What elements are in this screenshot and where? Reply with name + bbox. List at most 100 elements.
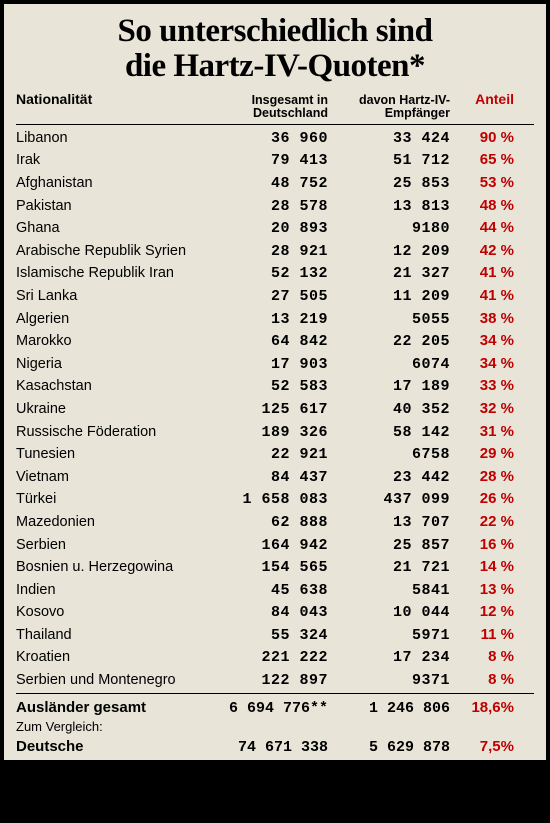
cell-recipients: 5055 — [336, 311, 456, 328]
cell-recipients: 17 189 — [336, 378, 456, 395]
cell-total: 189 326 — [216, 424, 336, 441]
cell-percent: 16 % — [456, 536, 514, 553]
cell-nationality: Marokko — [16, 333, 216, 349]
cell-recipients: 21 327 — [336, 265, 456, 282]
table-row: Marokko64 84222 20534 % — [16, 330, 534, 353]
cell-percent: 53 % — [456, 174, 514, 191]
cell-total: 27 505 — [216, 288, 336, 305]
cell-recipients: 22 205 — [336, 333, 456, 350]
cell-nationality: Algerien — [16, 311, 216, 327]
cell-total: 52 132 — [216, 265, 336, 282]
header-nationality: Nationalität — [16, 91, 216, 107]
cell-nationality: Islamische Republik Iran — [16, 265, 216, 281]
cell-nationality: Mazedonien — [16, 514, 216, 530]
table-row: Ukraine125 61740 35232 % — [16, 398, 534, 421]
cell-total: 125 617 — [216, 401, 336, 418]
cell-total: 45 638 — [216, 582, 336, 599]
germans-percent: 7,5% — [456, 738, 514, 755]
compare-label: Zum Vergleich: — [16, 718, 534, 735]
cell-percent: 12 % — [456, 603, 514, 620]
table-row: Tunesien22 921675829 % — [16, 443, 534, 466]
summary-percent: 18,6% — [456, 699, 514, 716]
table-row: Arabische Republik Syrien28 92112 20942 … — [16, 240, 534, 263]
germans-label: Deutsche — [16, 738, 216, 755]
cell-nationality: Kosovo — [16, 604, 216, 620]
cell-percent: 14 % — [456, 558, 514, 575]
table-row: Islamische Republik Iran52 13221 32741 % — [16, 262, 534, 285]
cell-total: 122 897 — [216, 672, 336, 689]
footnote: Quelle: Bundesagentur für Arbeit, Stat. … — [16, 770, 534, 823]
cell-nationality: Indien — [16, 582, 216, 598]
cell-total: 20 893 — [216, 220, 336, 237]
cell-recipients: 58 142 — [336, 424, 456, 441]
table-row: Kroatien221 22217 2348 % — [16, 646, 534, 669]
cell-nationality: Irak — [16, 152, 216, 168]
cell-percent: 8 % — [456, 671, 514, 688]
summary-label: Ausländer gesamt — [16, 699, 216, 716]
table-row: Nigeria17 903607434 % — [16, 352, 534, 375]
cell-recipients: 25 853 — [336, 175, 456, 192]
cell-recipients: 9180 — [336, 220, 456, 237]
cell-percent: 22 % — [456, 513, 514, 530]
cell-percent: 31 % — [456, 423, 514, 440]
cell-recipients: 6074 — [336, 356, 456, 373]
cell-recipients: 40 352 — [336, 401, 456, 418]
cell-percent: 34 % — [456, 355, 514, 372]
table-row: Thailand55 324597111 % — [16, 624, 534, 647]
cell-nationality: Bosnien u. Herzegowina — [16, 559, 216, 575]
summary-row-germans: Deutsche 74 671 338 5 629 878 7,5% — [16, 735, 534, 757]
cell-total: 62 888 — [216, 514, 336, 531]
cell-percent: 38 % — [456, 310, 514, 327]
title-line-2: die Hartz-IV-Quoten* — [125, 48, 425, 84]
cell-percent: 90 % — [456, 129, 514, 146]
footnote-line-2: Auswahl von Nationalitäten mit hohem Ant… — [16, 784, 503, 796]
cell-total: 28 921 — [216, 243, 336, 260]
table-row: Türkei1 658 083437 09926 % — [16, 488, 534, 511]
table-row: Vietnam84 43723 44228 % — [16, 465, 534, 488]
table-row: Sri Lanka27 50511 20941 % — [16, 285, 534, 308]
table-body: Libanon36 96033 42490 %Irak79 41351 7126… — [16, 127, 534, 692]
cell-recipients: 13 813 — [336, 198, 456, 215]
summary-total: 6 694 776** — [216, 700, 336, 717]
header-recipients: davon Hartz-IV-Empfänger — [336, 94, 456, 120]
cell-nationality: Türkei — [16, 491, 216, 507]
cell-total: 84 043 — [216, 604, 336, 621]
cell-percent: 41 % — [456, 264, 514, 281]
cell-recipients: 23 442 — [336, 469, 456, 486]
cell-nationality: Ukraine — [16, 401, 216, 417]
table-row: Serbien und Montenegro122 89793718 % — [16, 669, 534, 692]
table-row: Indien45 638584113 % — [16, 578, 534, 601]
cell-total: 79 413 — [216, 152, 336, 169]
germans-recipients: 5 629 878 — [336, 739, 456, 756]
cell-percent: 33 % — [456, 377, 514, 394]
cell-recipients: 33 424 — [336, 130, 456, 147]
cell-recipients: 5971 — [336, 627, 456, 644]
cell-recipients: 13 707 — [336, 514, 456, 531]
cell-nationality: Nigeria — [16, 356, 216, 372]
cell-recipients: 9371 — [336, 672, 456, 689]
cell-total: 17 903 — [216, 356, 336, 373]
cell-nationality: Sri Lanka — [16, 288, 216, 304]
footnote-line-1: Quelle: Bundesagentur für Arbeit, Stat. … — [16, 770, 273, 782]
cell-nationality: Thailand — [16, 627, 216, 643]
cell-percent: 44 % — [456, 219, 514, 236]
table-row: Libanon36 96033 42490 % — [16, 127, 534, 150]
cell-recipients: 17 234 — [336, 649, 456, 666]
cell-recipients: 10 044 — [336, 604, 456, 621]
cell-recipients: 21 721 — [336, 559, 456, 576]
header-percent: Anteil — [456, 91, 514, 107]
cell-recipients: 11 209 — [336, 288, 456, 305]
table-row: Pakistan28 57813 81348 % — [16, 194, 534, 217]
cell-total: 1 658 083 — [216, 491, 336, 508]
cell-percent: 34 % — [456, 332, 514, 349]
cell-percent: 26 % — [456, 490, 514, 507]
cell-recipients: 12 209 — [336, 243, 456, 260]
table-row: Russische Föderation189 32658 14231 % — [16, 420, 534, 443]
cell-percent: 28 % — [456, 468, 514, 485]
cell-total: 36 960 — [216, 130, 336, 147]
cell-nationality: Russische Föderation — [16, 424, 216, 440]
cell-percent: 11 % — [456, 626, 514, 643]
cell-total: 48 752 — [216, 175, 336, 192]
data-table: Nationalität Insgesamt in Deutschland da… — [16, 91, 534, 764]
cell-nationality: Kasachstan — [16, 378, 216, 394]
